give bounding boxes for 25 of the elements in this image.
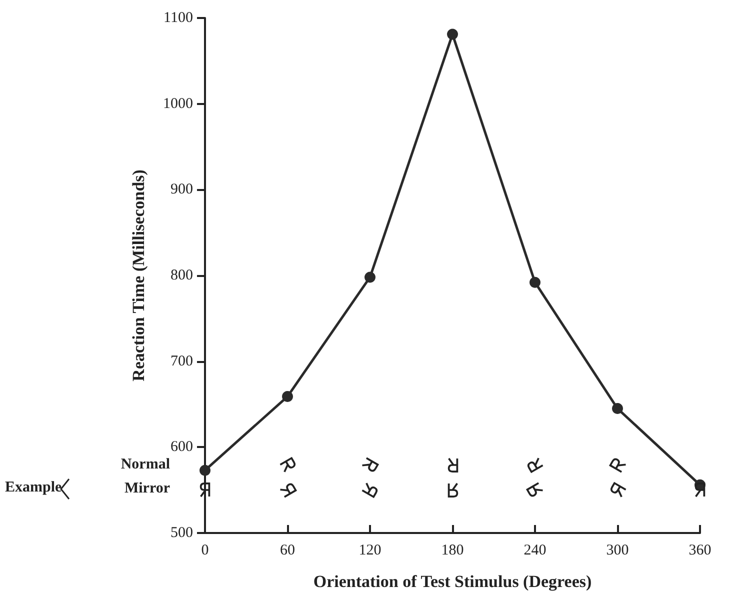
y-tick-label: 800 [170,268,193,284]
point [612,403,623,414]
y-axis-title: Reaction Time (Milliseconds) [129,170,148,382]
point [530,276,540,288]
y-tick-label: 600 [170,439,193,456]
text: Mirror [124,480,170,496]
y-tick-label: 900 [170,182,193,198]
x-tick-label: 120 [358,542,382,558]
y-tick-label: 700 [170,353,193,370]
x-axis-title: Orientation of Test Stimulus (Degrees) [313,572,592,591]
x-tick-label: 300 [606,542,629,558]
point [364,272,376,283]
text: Example [5,480,62,496]
x-tick-label: 0 [201,542,209,558]
x-tick-label: 60 [280,542,295,558]
point [447,28,458,40]
y-tick-label: 1100 [164,10,193,26]
text: Normal [120,456,170,472]
y-tick-label: 500 [170,525,193,541]
point [200,464,210,476]
y-tick-label: 1000 [163,96,193,112]
point [282,391,293,402]
x-tick-label: 240 [524,542,546,558]
x-tick-label: 180 [441,542,464,558]
x-tick-label: 360 [688,542,712,558]
